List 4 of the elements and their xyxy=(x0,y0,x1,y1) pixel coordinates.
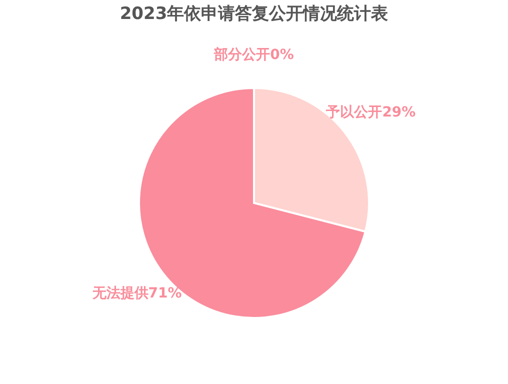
slice-label: 予以公开29% xyxy=(325,104,416,120)
slice-label: 无法提供71% xyxy=(91,286,182,302)
chart-title: 2023年依申请答复公开情况统计表 xyxy=(120,4,390,24)
category-label: 部分公开0% xyxy=(214,47,294,63)
